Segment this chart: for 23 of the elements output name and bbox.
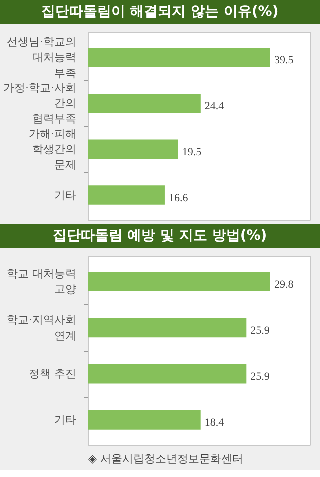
y-tick-label: 학교 대처능력 고양	[7, 268, 77, 296]
bar	[88, 48, 270, 68]
data-label: 29.8	[274, 278, 294, 291]
bar	[88, 140, 178, 160]
data-label: 18.4	[204, 417, 225, 430]
chart-title: 집단따돌림 예방 및 지도 방법(%)	[52, 227, 268, 246]
data-label: 19.5	[182, 146, 202, 158]
data-label: 25.9	[250, 371, 270, 384]
data-label: 16.6	[168, 192, 189, 204]
data-label: 39.5	[274, 54, 294, 67]
y-tick-label: 가정·학교·사회 간의 협력부족	[4, 81, 77, 126]
chart-title: 집단따돌림이 해결되지 않는 이유(%)	[41, 3, 279, 22]
y-tick-label: 선생님·학교의 대처능력 부족	[7, 36, 77, 80]
y-tick-label: 기타	[54, 188, 76, 202]
y-tick-label: 학교·지역사회 연계	[7, 314, 77, 342]
text: ◈ 서울시립청소년정보문화센터	[88, 452, 244, 466]
y-tick-label: 정책 추진	[29, 368, 77, 381]
bar	[88, 186, 165, 205]
data-label: 25.9	[250, 324, 270, 337]
data-label: 24.4	[204, 100, 225, 113]
y-tick-label: 가해·피해 학생간의 문제	[29, 127, 77, 172]
y-tick-label: 기타	[54, 414, 76, 427]
bar	[88, 94, 201, 114]
